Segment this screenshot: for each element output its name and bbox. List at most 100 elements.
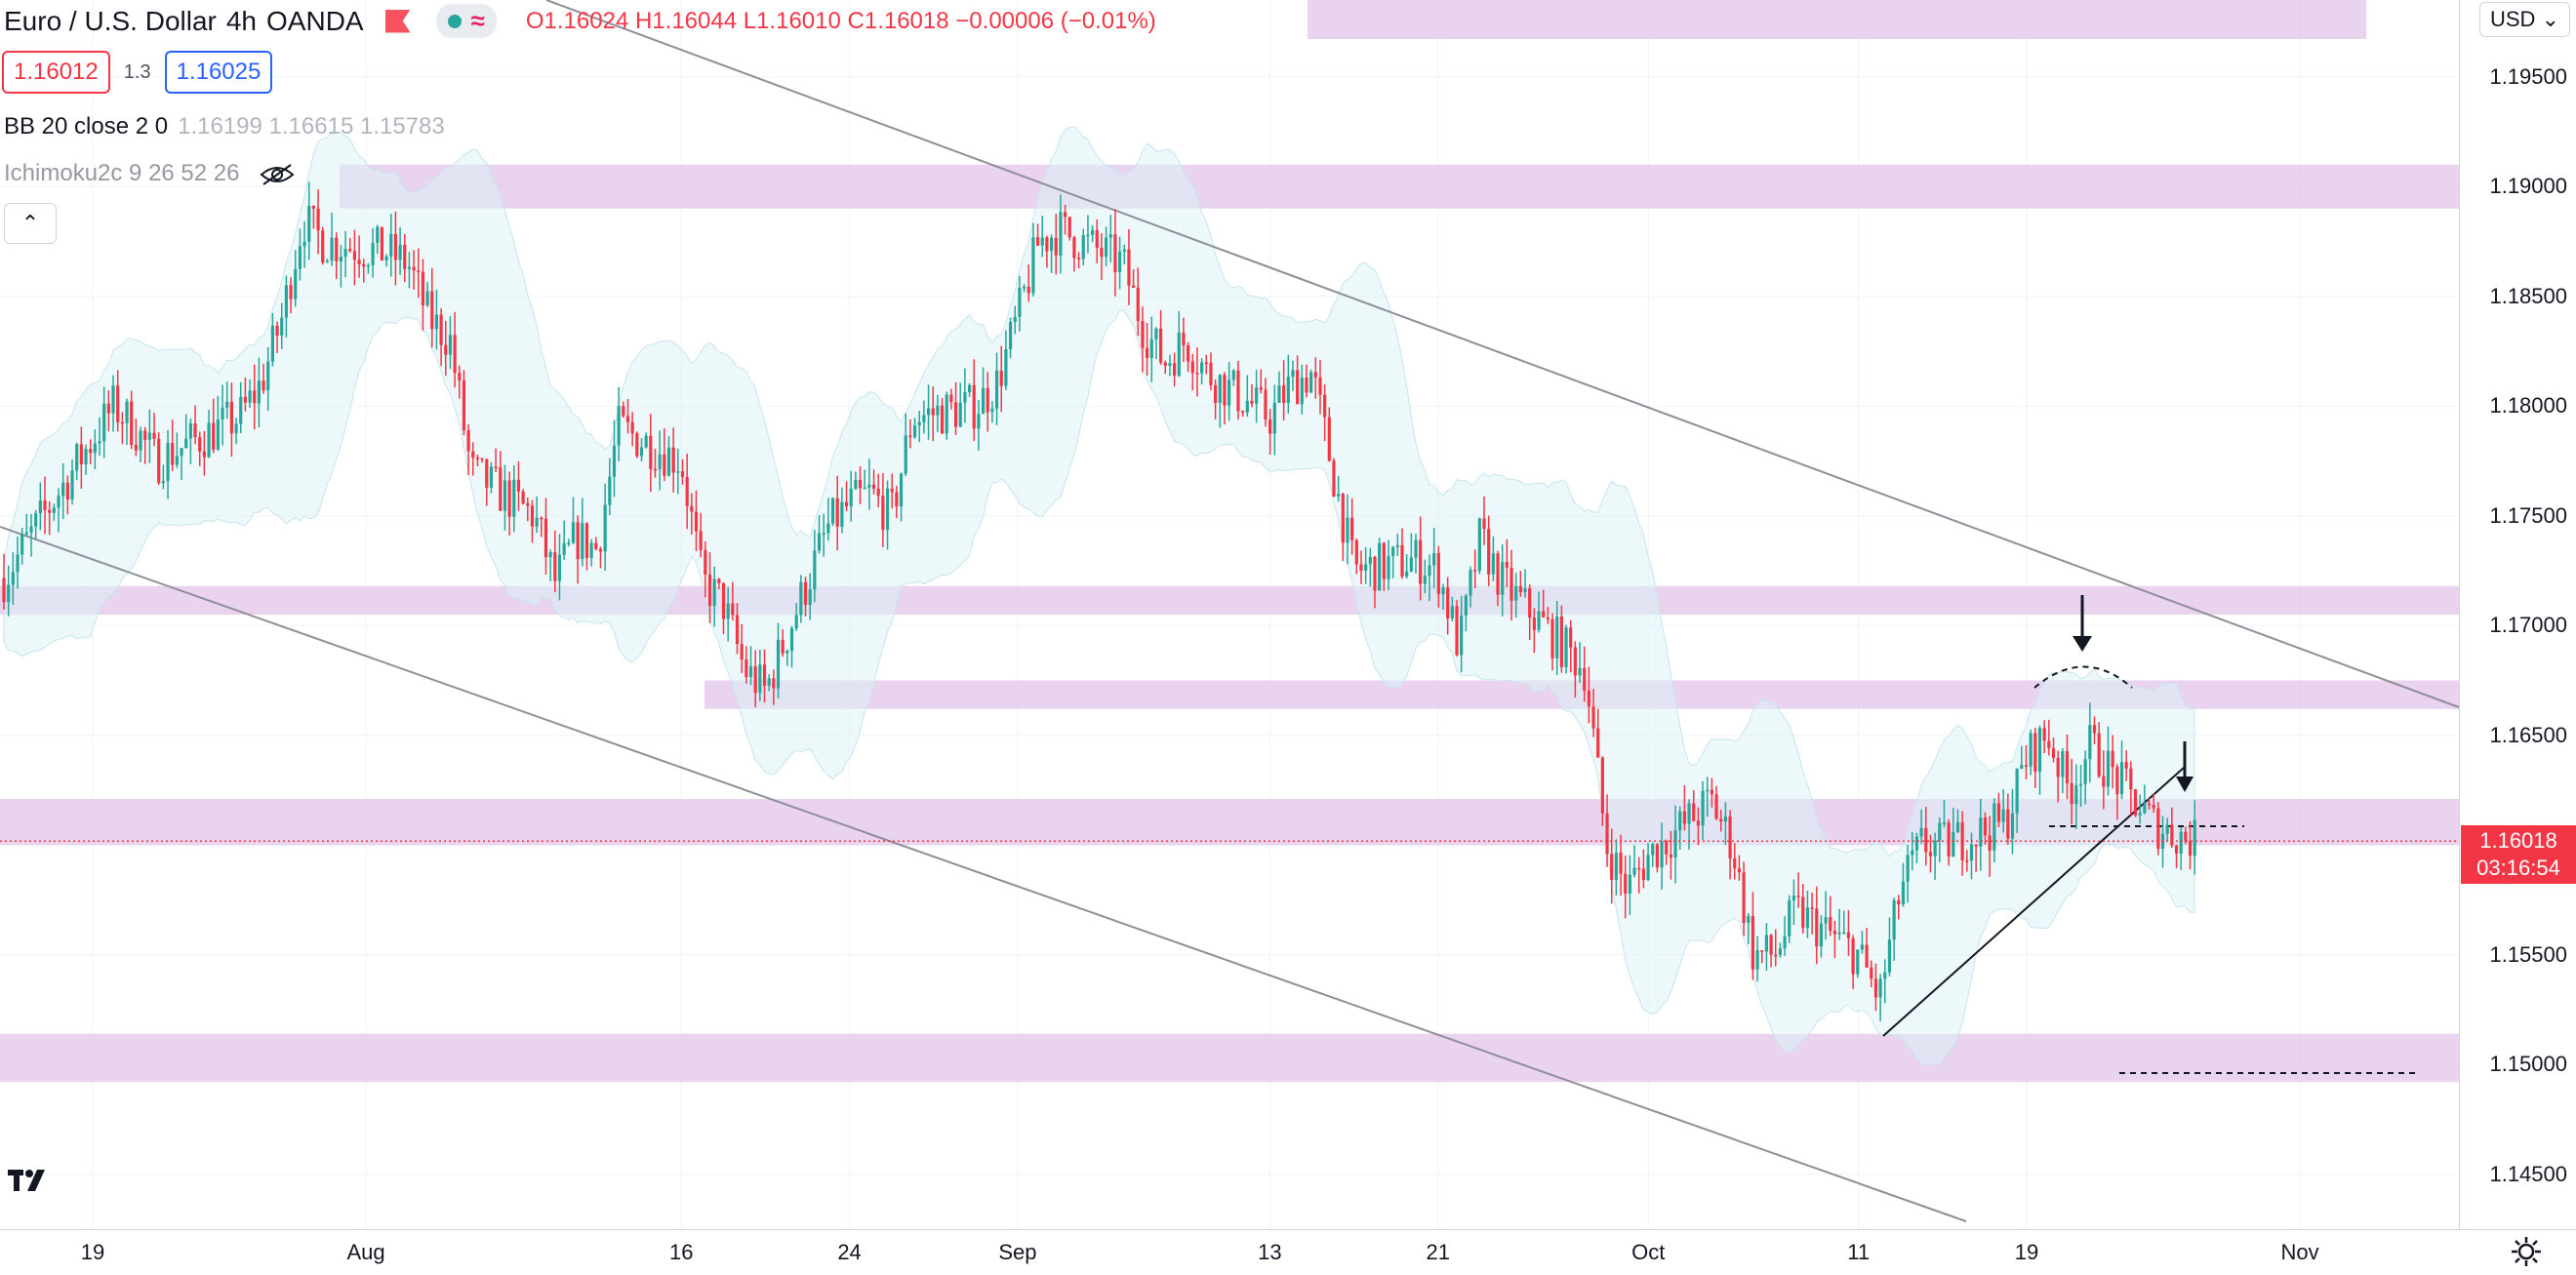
down-arrow-icon[interactable] bbox=[2073, 595, 2092, 652]
status-pill[interactable]: ≈ bbox=[435, 4, 497, 38]
candle bbox=[694, 490, 699, 551]
candle bbox=[1008, 317, 1013, 359]
price-zone[interactable] bbox=[0, 1033, 2459, 1083]
candle bbox=[284, 275, 289, 338]
candlestick-series bbox=[2, 181, 2196, 1022]
candle bbox=[175, 432, 179, 468]
candle bbox=[1300, 364, 1304, 415]
price-zone[interactable] bbox=[340, 164, 2459, 209]
candle bbox=[453, 311, 457, 388]
candle bbox=[1542, 589, 1546, 618]
rising-trendline[interactable] bbox=[1882, 767, 2185, 1037]
time-tick-label: Sep bbox=[998, 1240, 1037, 1264]
symbol-title[interactable]: Euro / U.S. Dollar bbox=[4, 5, 217, 36]
candle bbox=[1346, 494, 1349, 565]
candle bbox=[1897, 895, 1901, 920]
candle bbox=[1846, 910, 1851, 956]
candle bbox=[1673, 805, 1677, 884]
candle bbox=[1204, 354, 1208, 375]
candle bbox=[489, 461, 494, 494]
candle bbox=[339, 244, 343, 288]
candle bbox=[1428, 554, 1431, 602]
candle bbox=[1236, 360, 1240, 420]
candle bbox=[1578, 642, 1582, 683]
eye-hidden-icon[interactable] bbox=[260, 163, 295, 186]
candle bbox=[371, 227, 375, 278]
buy-button[interactable]: 1.16025 bbox=[164, 51, 273, 94]
candle bbox=[548, 549, 552, 581]
candle bbox=[567, 538, 571, 547]
candle bbox=[1309, 369, 1313, 394]
down-arrow-icon[interactable] bbox=[2176, 741, 2194, 792]
symbol-legend[interactable]: Euro / U.S. Dollar 4h OANDA ≈ O1.16024 H… bbox=[4, 4, 1156, 38]
channel-lower-trendline[interactable] bbox=[0, 526, 1967, 1222]
candle bbox=[1837, 908, 1841, 940]
candle bbox=[1979, 799, 1983, 871]
candle bbox=[335, 232, 339, 280]
collapse-legend-button[interactable]: ⌃ bbox=[4, 203, 57, 244]
bb-indicator-legend[interactable]: BB 20 close 2 0 1.16199 1.16615 1.15783 bbox=[4, 113, 445, 140]
top-arc-dashed[interactable] bbox=[2033, 665, 2133, 689]
price-zone[interactable] bbox=[0, 585, 2459, 615]
candle bbox=[1546, 607, 1550, 624]
price-axis[interactable]: 1.19500 1.19000 1.18500 1.18000 1.17500 1.170… bbox=[2459, 0, 2576, 1229]
candle bbox=[1996, 792, 2001, 827]
price-tick-label: 1.15500 bbox=[2489, 941, 2567, 967]
candle bbox=[1313, 357, 1317, 399]
candle bbox=[1049, 234, 1054, 273]
candle bbox=[1419, 516, 1423, 601]
candle bbox=[116, 370, 120, 432]
candle bbox=[967, 382, 972, 397]
currency-select[interactable]: USD ⌄ bbox=[2479, 2, 2570, 37]
candle bbox=[1264, 378, 1268, 427]
price-zone[interactable] bbox=[1308, 0, 2366, 39]
candle bbox=[803, 577, 808, 617]
candle bbox=[270, 312, 274, 367]
price-chart[interactable] bbox=[0, 0, 2459, 1229]
candle bbox=[1788, 895, 1791, 943]
tradingview-logo-icon[interactable] bbox=[8, 1166, 53, 1204]
sell-button[interactable]: 1.16012 bbox=[2, 51, 110, 94]
candle bbox=[1870, 960, 1873, 988]
candle bbox=[1245, 375, 1249, 418]
candle bbox=[1591, 689, 1595, 737]
candle bbox=[1983, 812, 1988, 846]
candle bbox=[1865, 928, 1869, 969]
candle bbox=[653, 449, 658, 478]
candle bbox=[2179, 826, 2183, 870]
candle bbox=[1154, 327, 1158, 360]
flag-icon[interactable] bbox=[384, 9, 411, 33]
candle bbox=[1095, 219, 1099, 263]
candle bbox=[417, 248, 421, 299]
candle bbox=[421, 259, 425, 331]
candle bbox=[1045, 235, 1049, 268]
candle bbox=[1646, 843, 1650, 881]
candle bbox=[1906, 844, 1910, 903]
bb-indicator-values: 1.16199 1.16615 1.15783 bbox=[178, 113, 445, 139]
time-axis[interactable]: 19 Aug 16 24 Sep 13 21 Oct 11 19 Nov bbox=[0, 1229, 2576, 1275]
gear-icon[interactable] bbox=[2510, 1235, 2543, 1268]
candle bbox=[1018, 275, 1022, 332]
candle bbox=[425, 281, 429, 308]
candle bbox=[521, 489, 525, 505]
candle bbox=[2056, 750, 2060, 803]
channel-upper-trendline[interactable] bbox=[545, 0, 2459, 708]
candle bbox=[280, 302, 284, 349]
candle bbox=[1004, 330, 1008, 390]
candle bbox=[2078, 765, 2083, 808]
candle bbox=[1892, 897, 1896, 961]
candle bbox=[1614, 839, 1618, 896]
interval-label[interactable]: 4h bbox=[225, 5, 258, 36]
candle bbox=[239, 381, 243, 433]
price-tick-label: 1.16500 bbox=[2489, 722, 2567, 747]
candle bbox=[188, 418, 192, 464]
candle bbox=[1829, 896, 1832, 936]
candle bbox=[507, 471, 511, 536]
candle bbox=[799, 575, 803, 623]
ichimoku-indicator-legend[interactable]: Ichimoku2c 9 26 52 26 bbox=[4, 160, 295, 187]
candle bbox=[767, 673, 771, 692]
candle bbox=[854, 471, 858, 490]
candle bbox=[562, 520, 566, 560]
candle bbox=[1364, 546, 1368, 584]
candle bbox=[1409, 533, 1413, 573]
